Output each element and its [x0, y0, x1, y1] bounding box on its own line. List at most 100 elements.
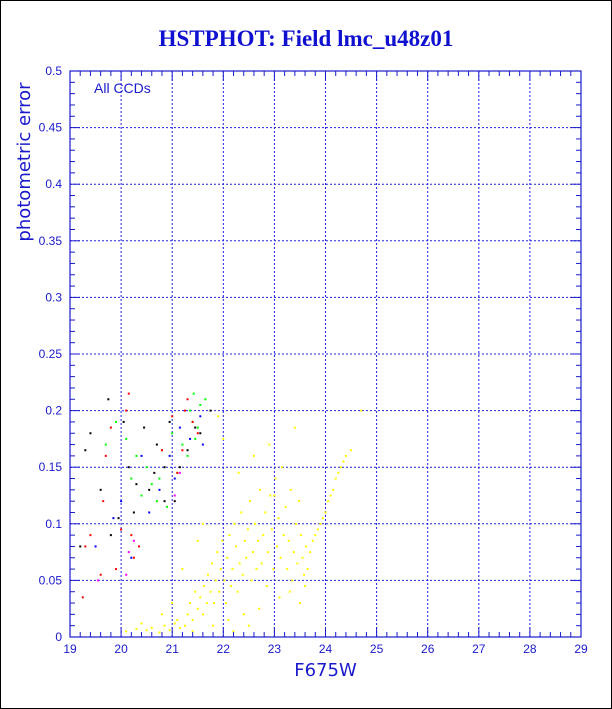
- data-point: [120, 500, 123, 503]
- y-axis-label: photometric error: [14, 82, 35, 242]
- data-point: [255, 568, 258, 571]
- data-point: [132, 511, 135, 514]
- y-tick-label: 0.4: [45, 177, 62, 191]
- data-point: [250, 579, 253, 582]
- x-tick-label: 23: [268, 642, 282, 656]
- data-point: [268, 443, 271, 446]
- series-0: [125, 409, 363, 634]
- data-point: [321, 517, 324, 520]
- x-tick-label: 26: [421, 642, 435, 656]
- data-point: [183, 409, 186, 412]
- data-point: [339, 466, 342, 469]
- data-point: [228, 534, 231, 537]
- data-point: [199, 596, 202, 599]
- data-point: [309, 551, 312, 554]
- data-point: [311, 539, 314, 542]
- data-point: [183, 624, 186, 627]
- data-point: [209, 590, 212, 593]
- data-point: [199, 403, 202, 406]
- data-point: [222, 437, 225, 440]
- data-point: [269, 494, 272, 497]
- x-tick-label: 28: [523, 642, 537, 656]
- x-tick-labels: 19 20 21 22 23 24 25 26 27 28 29: [63, 642, 588, 656]
- data-point: [135, 628, 138, 631]
- data-point: [259, 488, 262, 491]
- y-tick-label: 0: [55, 630, 62, 644]
- data-point: [132, 556, 135, 559]
- data-point: [251, 551, 254, 554]
- data-point: [211, 562, 214, 565]
- data-point: [189, 437, 192, 440]
- data-point: [125, 409, 128, 412]
- data-point: [252, 454, 255, 457]
- data-point: [337, 471, 340, 474]
- data-point: [79, 545, 82, 548]
- data-point: [178, 626, 181, 629]
- data-point: [125, 630, 128, 633]
- data-point: [191, 420, 194, 423]
- data-point: [168, 454, 171, 457]
- data-point: [158, 477, 161, 480]
- data-point: [104, 454, 107, 457]
- data-point: [284, 505, 287, 508]
- data-point: [148, 488, 151, 491]
- data-point: [140, 454, 143, 457]
- data-point: [294, 522, 297, 525]
- grid-lines: [70, 71, 581, 637]
- data-point: [135, 454, 138, 457]
- data-point: [189, 409, 192, 412]
- data-point: [163, 624, 166, 627]
- data-point: [232, 630, 235, 633]
- data-point: [297, 500, 300, 503]
- data-point: [84, 545, 87, 548]
- data-point: [168, 420, 171, 423]
- data-point: [233, 522, 236, 525]
- data-point: [265, 585, 268, 588]
- data-point: [238, 562, 241, 565]
- data-point: [181, 449, 184, 452]
- data-point: [125, 573, 128, 576]
- chart-title: HSTPHOT: Field lmc_u48z01: [158, 26, 454, 51]
- data-point: [112, 517, 115, 520]
- data-point: [262, 534, 265, 537]
- data-point: [245, 556, 248, 559]
- data-point: [186, 454, 189, 457]
- data-point: [194, 437, 197, 440]
- data-point: [171, 602, 174, 605]
- data-point: [186, 613, 189, 616]
- data-point: [140, 494, 143, 497]
- y-tick-label: 0.2: [45, 404, 62, 418]
- data-point: [303, 573, 306, 576]
- data-point: [214, 579, 217, 582]
- data-point: [247, 624, 250, 627]
- series-5: [97, 471, 181, 582]
- data-point: [150, 483, 153, 486]
- data-point: [176, 619, 179, 622]
- data-point: [181, 443, 184, 446]
- data-point: [287, 539, 290, 542]
- x-tick-label: 25: [370, 642, 384, 656]
- data-point: [186, 449, 189, 452]
- data-point: [270, 528, 273, 531]
- data-point: [298, 602, 301, 605]
- data-point: [291, 579, 294, 582]
- data-point: [97, 579, 100, 582]
- data-point: [279, 556, 282, 559]
- data-point: [163, 500, 166, 503]
- data-point: [306, 568, 309, 571]
- x-tick-label: 29: [574, 642, 588, 656]
- data-point: [191, 619, 194, 622]
- data-point: [191, 630, 194, 633]
- data-point: [231, 568, 234, 571]
- data-point: [243, 539, 246, 542]
- data-point: [99, 573, 102, 576]
- data-point: [104, 443, 107, 446]
- data-point: [127, 466, 130, 469]
- data-point: [296, 562, 299, 565]
- data-point: [155, 443, 158, 446]
- data-point: [199, 432, 202, 435]
- data-point: [171, 415, 174, 418]
- data-point: [132, 539, 135, 542]
- data-point: [122, 420, 125, 423]
